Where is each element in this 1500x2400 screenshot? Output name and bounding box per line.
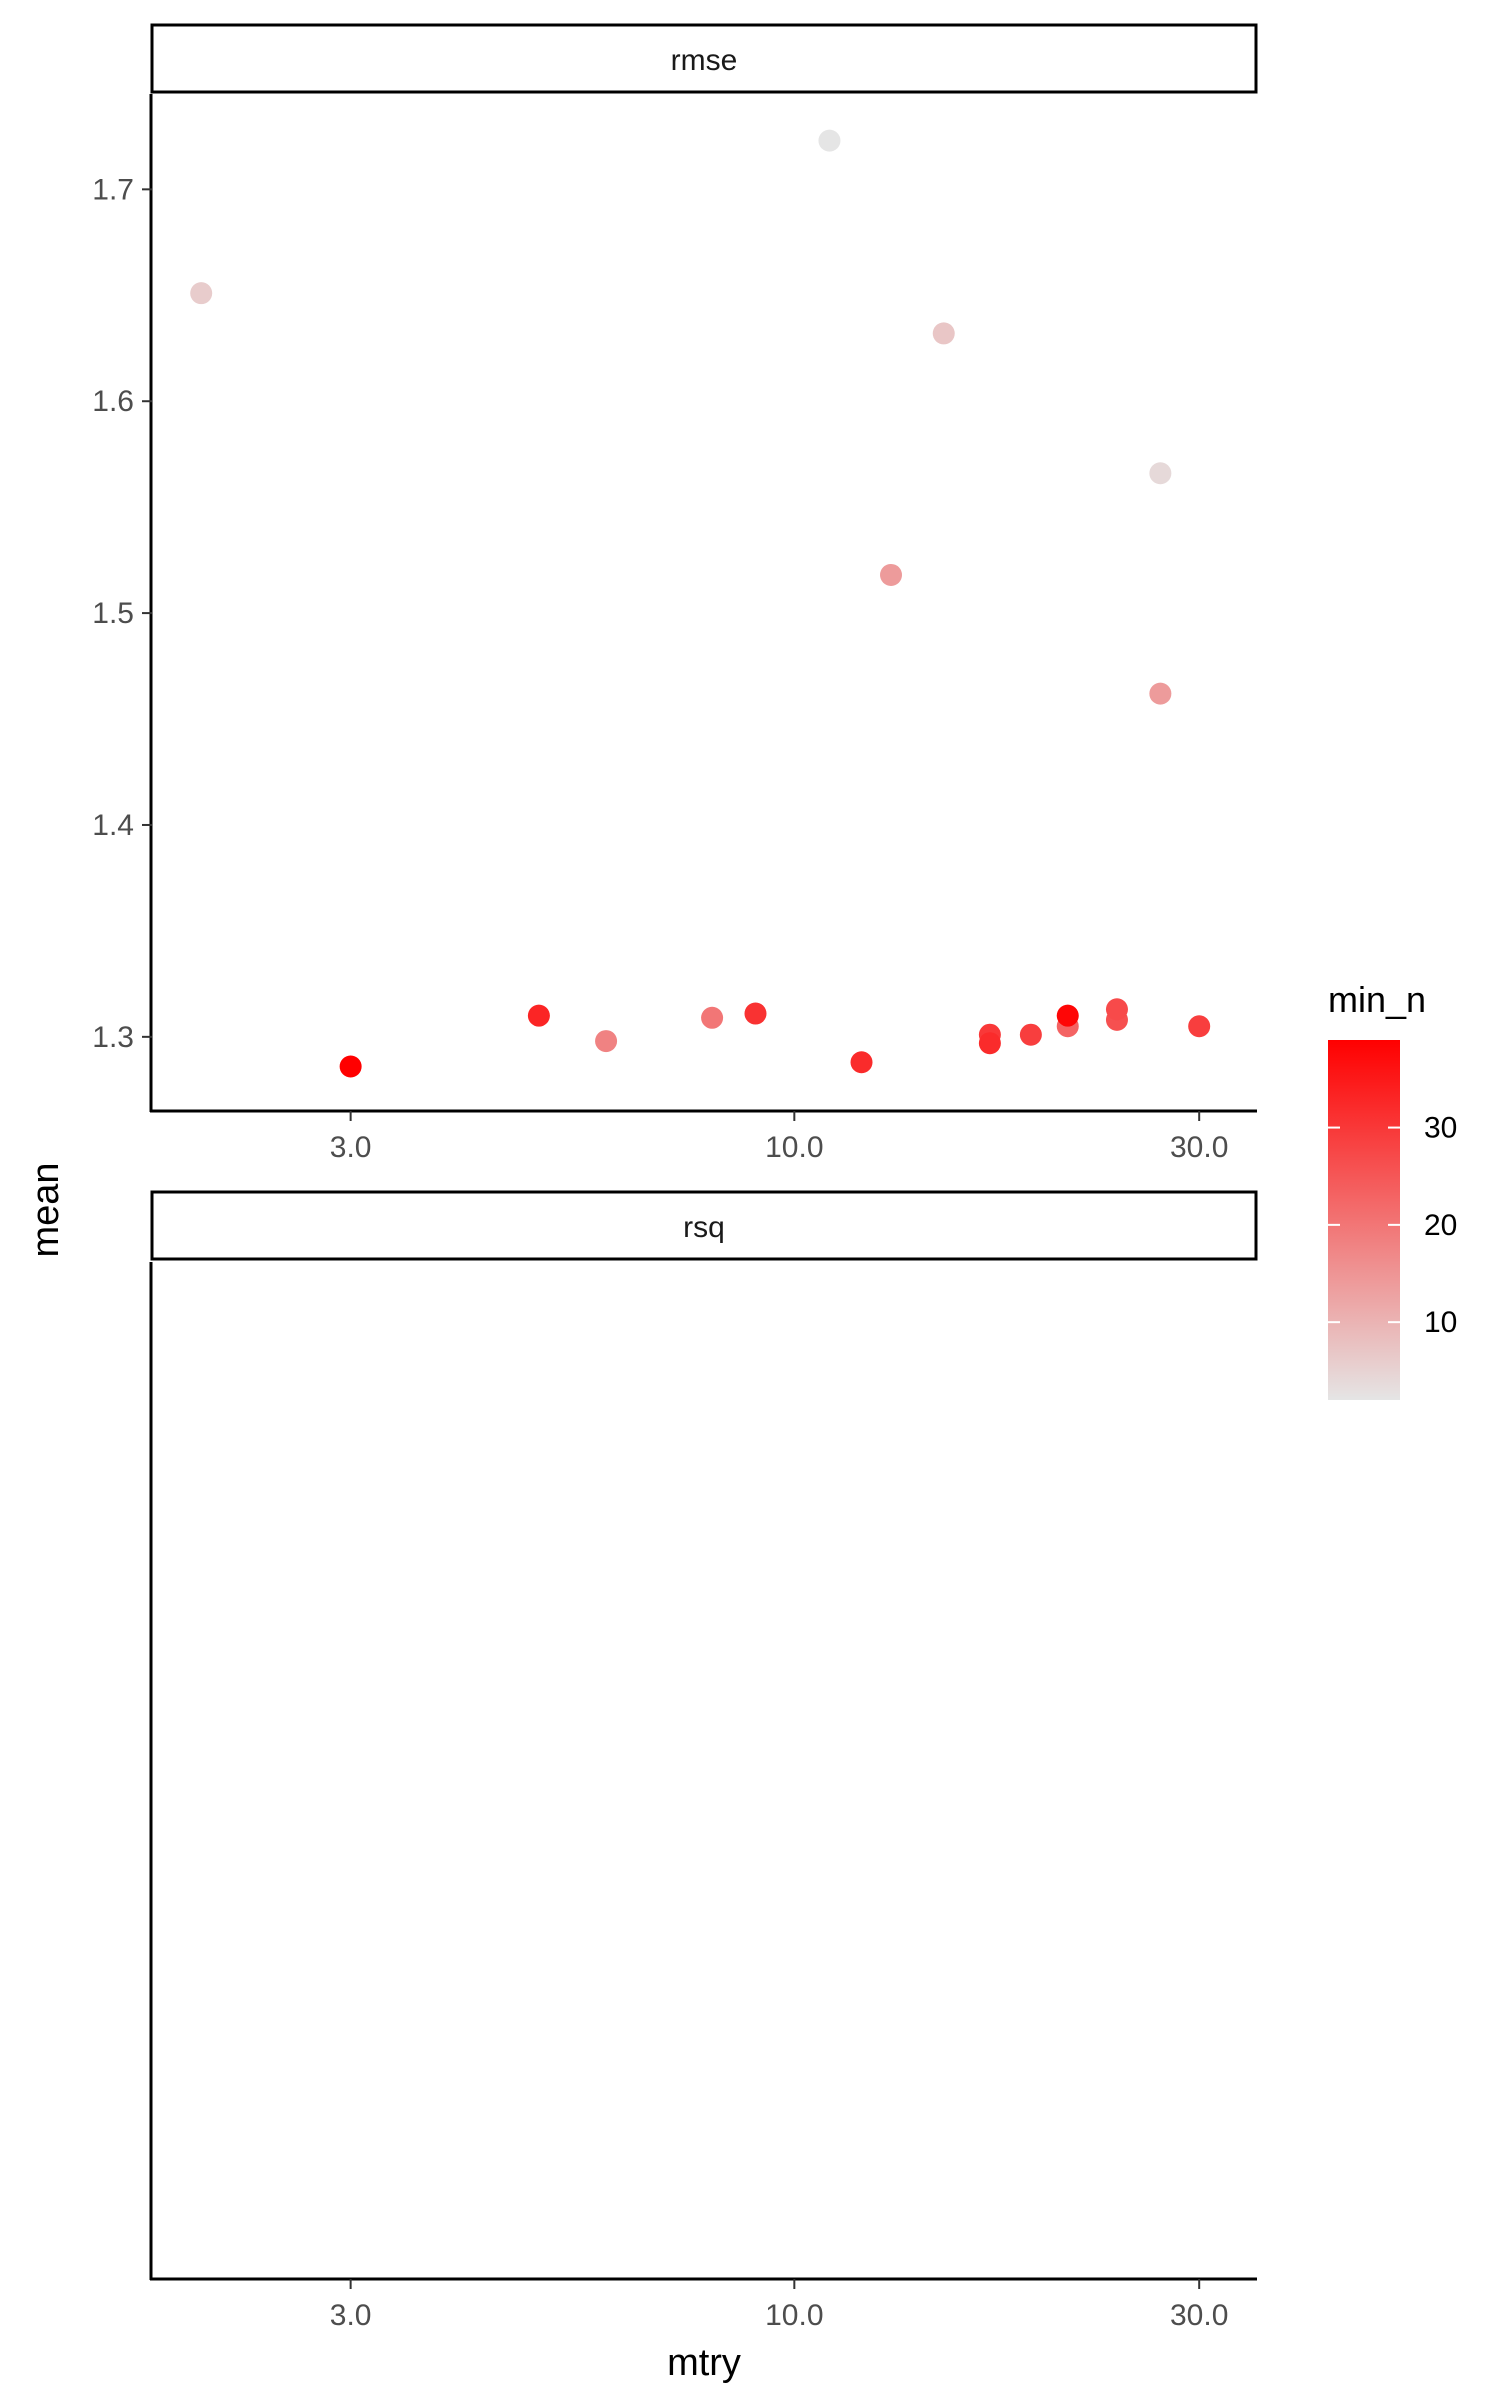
x-tick-label: 10.0 [765, 2299, 823, 2332]
data-point [744, 1002, 767, 1025]
data-point [1105, 998, 1128, 1021]
data-point [850, 1051, 873, 1074]
data-point [190, 282, 213, 305]
data-point [932, 322, 955, 345]
x-tick-label: 30.0 [1170, 2299, 1228, 2332]
y-tick-label: 1.6 [92, 385, 134, 418]
x-tick-label: 30.0 [1170, 1131, 1228, 1164]
x-ticks-rsq: 3.0 10.0 30.0 [330, 2279, 1228, 2332]
strip-rsq-box [150, 1190, 1258, 1261]
legend-ticks: 10 20 30 [1328, 1112, 1457, 1339]
data-point [1188, 1015, 1211, 1038]
data-point [1056, 1004, 1079, 1027]
y-tick-label: 1.5 [92, 597, 134, 630]
data-point [1019, 1023, 1042, 1046]
strip-rmse-box [150, 23, 1258, 94]
panel-rmse: rmse 1.3 1.4 1.5 1.6 1.7 3.0 10.0 30.0 [92, 23, 1258, 1164]
data-point [978, 1032, 1001, 1055]
data-point [701, 1006, 724, 1029]
legend-title: min_n [1328, 979, 1426, 1020]
x-tick-label: 10.0 [765, 1131, 823, 1164]
x-axis-title: mtry [667, 2342, 741, 2384]
data-point [818, 129, 841, 152]
legend-tick-label: 30 [1424, 1112, 1457, 1145]
x-tick-label: 3.0 [330, 2299, 372, 2332]
points-rmse [190, 129, 1211, 1078]
x-tick-label: 3.0 [330, 1131, 372, 1164]
legend-tick-label: 20 [1424, 1209, 1457, 1242]
y-axis-title: mean [25, 1162, 67, 1257]
y-ticks-rmse: 1.3 1.4 1.5 1.6 1.7 [92, 173, 152, 1054]
strip-rmse-label: rmse [671, 44, 738, 77]
panel-rsq: rsq 3.0 10.0 30.0 [149, 1190, 1258, 2332]
y-tick-label: 1.3 [92, 1021, 134, 1054]
data-point [1149, 682, 1172, 705]
data-point [339, 1055, 362, 1078]
y-tick-label: 1.4 [92, 809, 134, 842]
data-point [527, 1004, 550, 1027]
color-legend: min_n 10 20 30 [1328, 979, 1457, 1400]
data-point [880, 563, 903, 586]
y-tick-label: 1.7 [92, 173, 134, 206]
legend-colorbar [1328, 1040, 1400, 1400]
data-point [595, 1030, 618, 1053]
strip-rsq-label: rsq [683, 1211, 725, 1244]
x-ticks-rmse: 3.0 10.0 30.0 [330, 1111, 1228, 1164]
data-point [1149, 462, 1172, 485]
legend-tick-label: 10 [1424, 1306, 1457, 1339]
